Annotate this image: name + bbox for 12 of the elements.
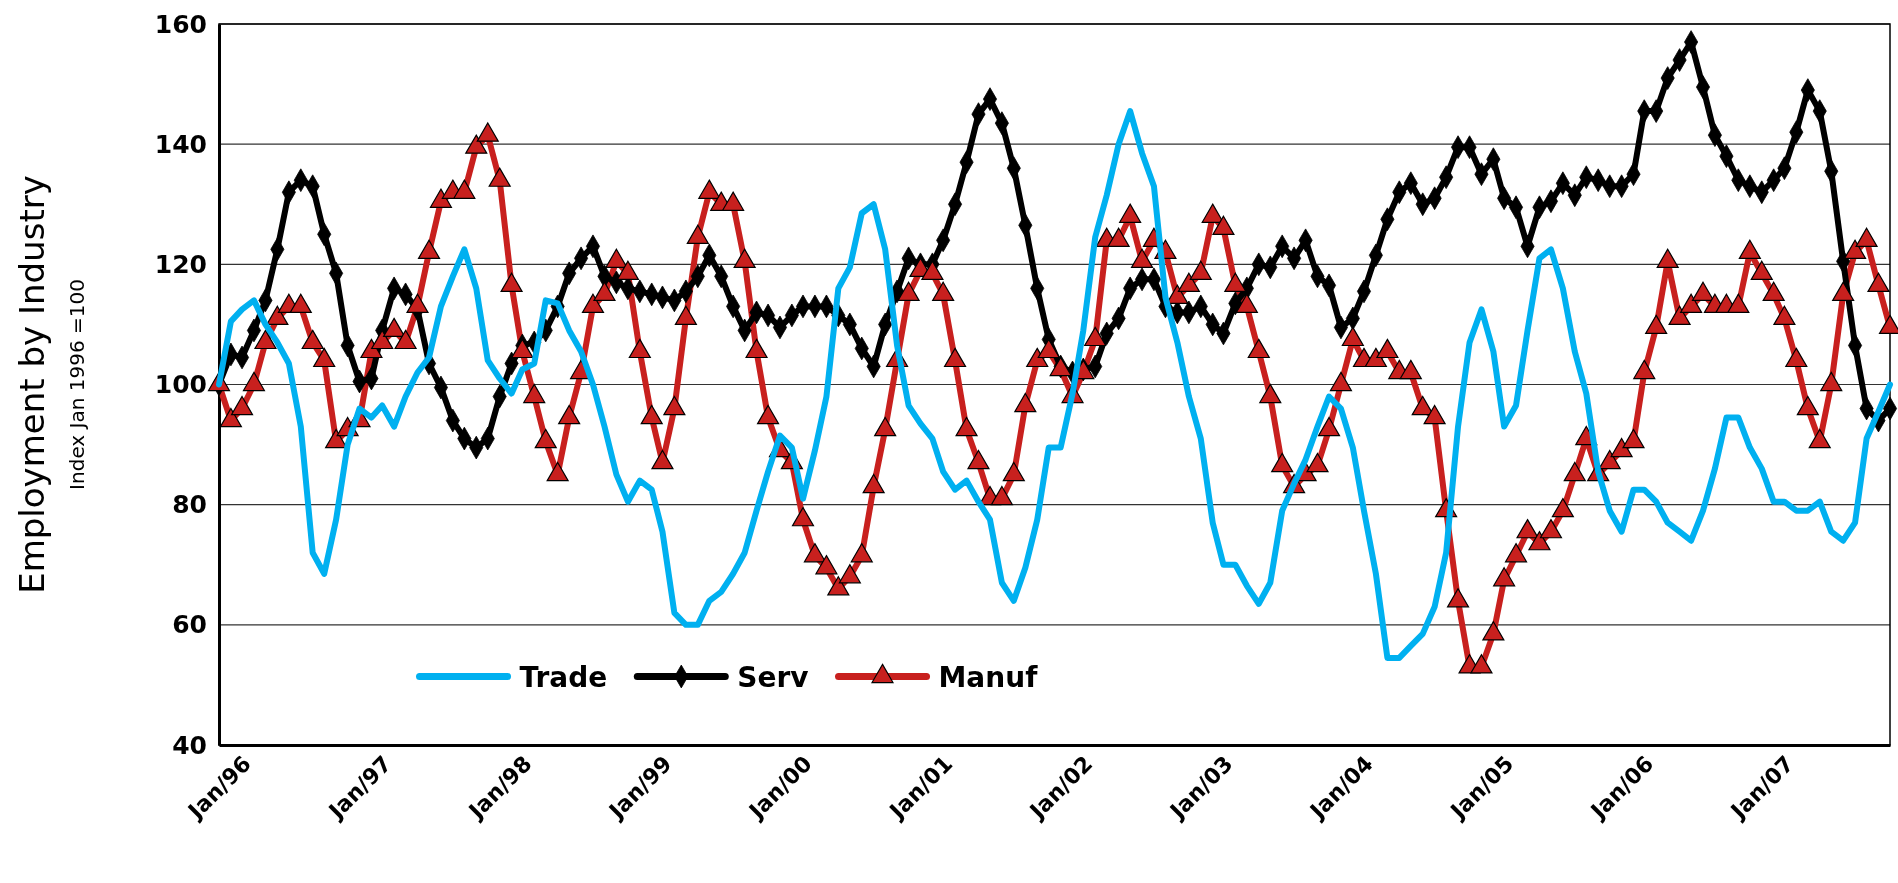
legend-label: Trade: [519, 660, 608, 694]
y-tick-label: 40: [172, 730, 207, 760]
legend-label: Serv: [737, 660, 809, 694]
text: Index Jan 1996 =100: [65, 279, 89, 490]
y-tick-label: 160: [154, 9, 207, 39]
y-axis-title: Employment by Industry: [12, 175, 52, 594]
y-tick-label: 60: [172, 610, 207, 640]
y-tick-label: 120: [154, 249, 207, 279]
legend-label: Manuf: [938, 660, 1039, 694]
y-tick-label: 140: [154, 129, 207, 159]
y-tick-label: 80: [172, 490, 207, 520]
y-tick-label: 100: [154, 370, 207, 399]
